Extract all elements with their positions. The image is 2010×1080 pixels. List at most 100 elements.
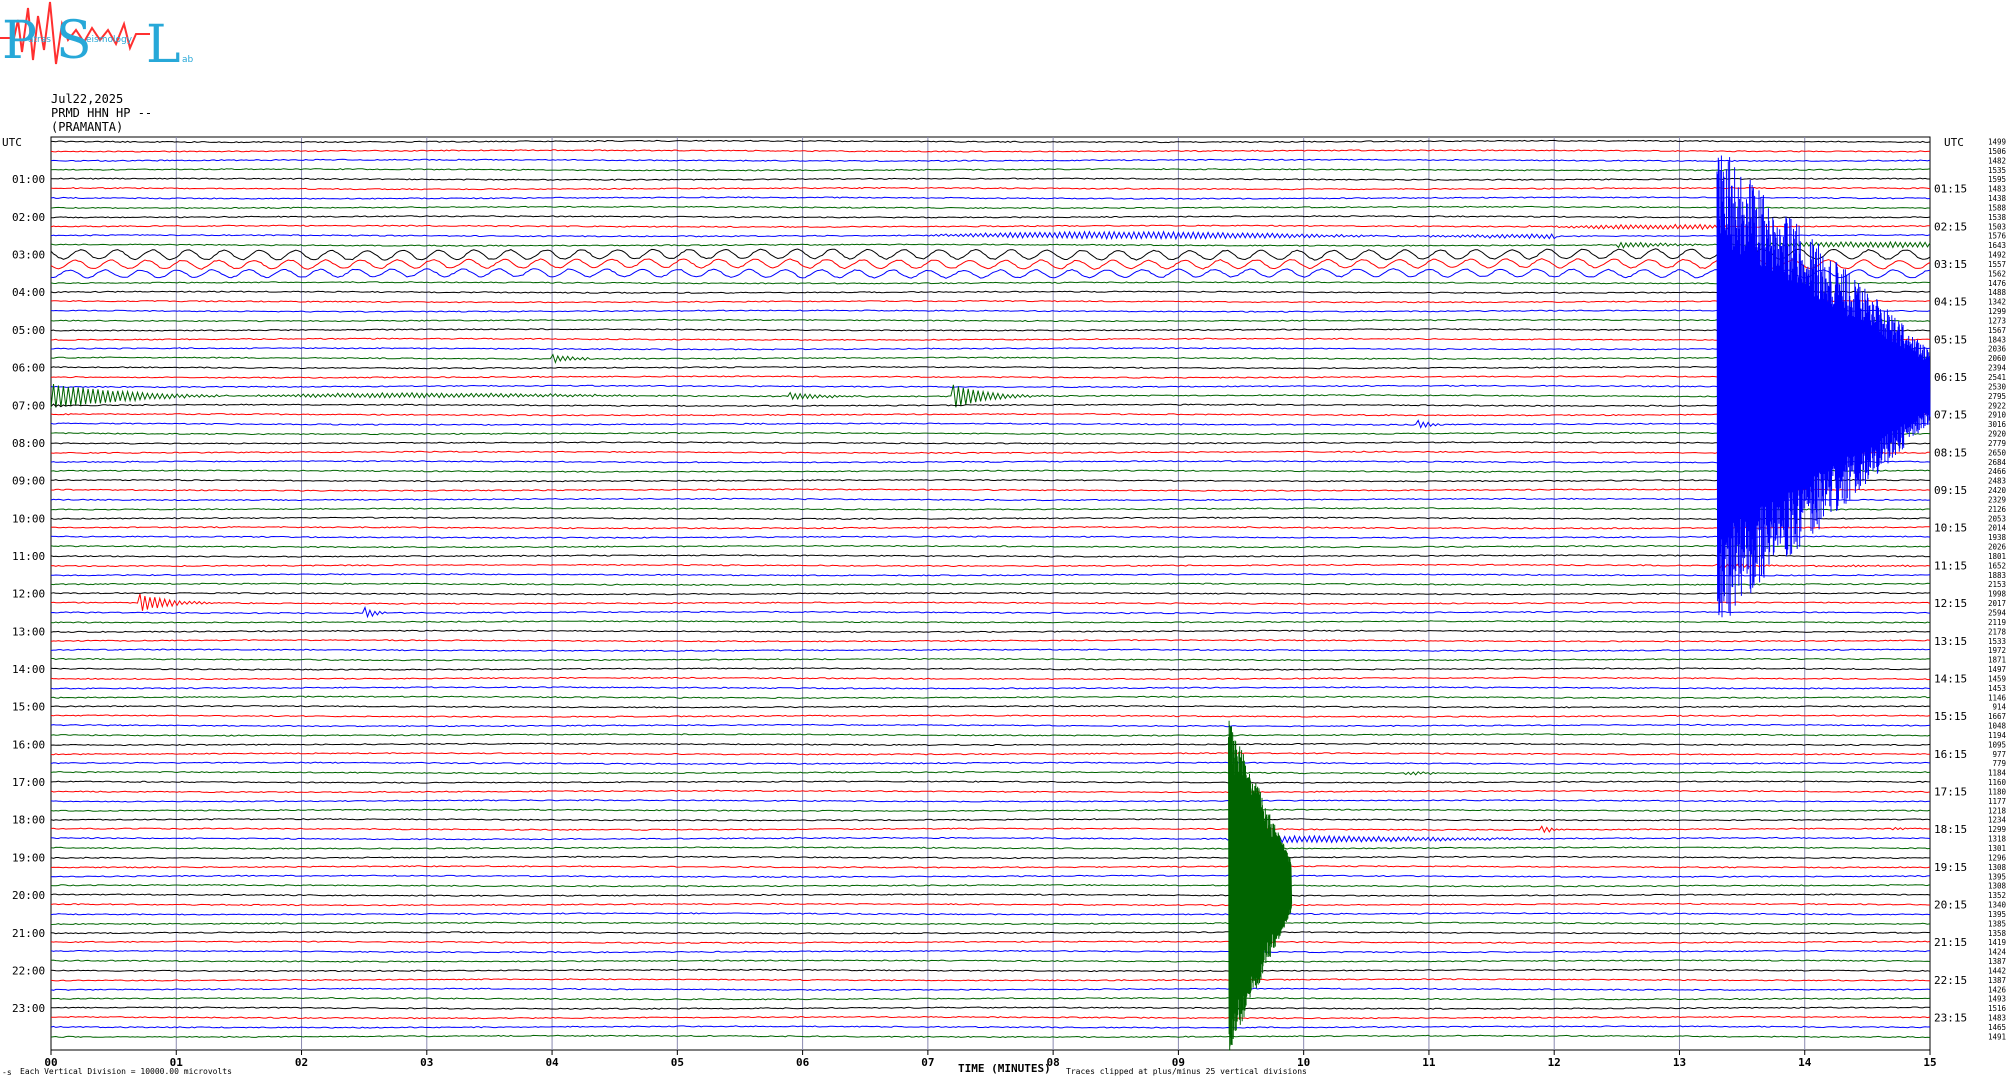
trace-layer <box>50 139 1931 1051</box>
trace-rms-label: 2420 <box>1988 486 2007 495</box>
trace-rms-label: 1998 <box>1988 590 2007 599</box>
trace-line <box>50 818 1931 822</box>
trace-line <box>50 535 1931 539</box>
trace-line <box>50 290 1931 294</box>
right-hour-label: 09:15 <box>1934 484 1967 497</box>
x-tick-label: 15 <box>1923 1056 1936 1069</box>
trace-line <box>50 328 1931 332</box>
logo-letter-p: P <box>2 11 37 70</box>
trace-rms-label: 1342 <box>1988 298 2006 307</box>
trace-rms-label: 1299 <box>1988 307 2006 316</box>
left-hour-label: 03:00 <box>12 249 45 262</box>
trace-line <box>50 450 1930 455</box>
trace-rms-label: 1184 <box>1988 769 2007 778</box>
trace-line <box>50 460 1931 464</box>
label-layer: 00 01 02 03 04 05 06 07 08 09 10 11 12 13 14 15 UTC UTC 01… <box>2 136 2006 1069</box>
corner-mark: -s <box>2 1068 12 1077</box>
trace-rms-label: 1499 <box>1988 138 2006 147</box>
left-axis-label: UTC <box>2 136 22 149</box>
trace-rms-label: 1506 <box>1988 147 2007 156</box>
x-tick-label: 12 <box>1548 1056 1561 1069</box>
trace-rms-label: 1533 <box>1988 637 2006 646</box>
trace-line <box>50 365 1931 370</box>
left-hour-label: 01:00 <box>12 173 45 186</box>
trace-rms-label: 1426 <box>1988 985 2007 994</box>
trace-rms-label: 2053 <box>1988 514 2006 523</box>
x-tick-label: 13 <box>1673 1056 1686 1069</box>
right-hour-label: 20:15 <box>1934 899 1967 912</box>
left-hour-label: 02:00 <box>12 211 45 224</box>
trace-rms-label: 2060 <box>1988 354 2007 363</box>
trace-rms-label: 3016 <box>1988 420 2007 429</box>
left-hour-label: 10:00 <box>12 512 45 525</box>
trace-rms-label: 2394 <box>1988 364 2007 373</box>
trace-rms-label: 1358 <box>1988 929 2007 938</box>
trace-line <box>50 258 1931 270</box>
trace-line <box>50 714 1931 718</box>
scale-note: Each Vertical Division = 10000.00 microv… <box>20 1067 232 1076</box>
trace-rms-label: 1296 <box>1988 853 2007 862</box>
left-hour-label: 23:00 <box>12 1002 45 1015</box>
left-hour-label: 11:00 <box>12 550 45 563</box>
right-hour-label: 10:15 <box>1934 522 1967 535</box>
clip-note: Traces clipped at plus/minus 25 vertical… <box>1066 1067 1307 1076</box>
trace-rms-label: 1438 <box>1988 194 2007 203</box>
left-hour-label: 06:00 <box>12 362 45 375</box>
trace-rms-label: 2126 <box>1988 505 2007 514</box>
station-label: PRMD HHN HP -- <box>51 106 153 120</box>
right-hour-label: 05:15 <box>1934 333 1967 346</box>
trace-line <box>50 912 1931 916</box>
trace-rms-label: 1972 <box>1988 646 2006 655</box>
trace-rms-label: 1340 <box>1988 901 2007 910</box>
trace-rms-label: 2779 <box>1988 439 2006 448</box>
trace-rms-label: 1453 <box>1988 684 2006 693</box>
trace-rms-label: 2153 <box>1988 580 2006 589</box>
x-tick-label: 09 <box>1172 1056 1185 1069</box>
trace-line <box>50 676 1931 681</box>
psl-logo: P S L atras eismology ab <box>0 0 205 75</box>
logo-seismogram-line <box>0 1 150 65</box>
right-hour-label: 11:15 <box>1934 559 1967 572</box>
right-hour-label: 13:15 <box>1934 635 1967 648</box>
trace-line <box>50 770 1931 776</box>
trace-line <box>50 629 1931 633</box>
trace-rms-label: 1516 <box>1988 1004 2007 1013</box>
trace-line <box>50 248 1931 261</box>
trace-line <box>50 268 1931 279</box>
trace-line <box>50 591 1931 596</box>
trace-rms-label: 2119 <box>1988 618 2006 627</box>
x-tick-label: 01 <box>170 1056 184 1069</box>
trace-line <box>50 639 1931 643</box>
logo-small-text-3: ab <box>182 55 194 65</box>
trace-rms-label: 1387 <box>1988 957 2006 966</box>
left-hour-label: 20:00 <box>12 889 45 902</box>
trace-line <box>50 563 1931 569</box>
trace-rms-label: 1652 <box>1988 561 2006 570</box>
trace-line <box>50 667 1931 671</box>
left-hour-label: 14:00 <box>12 663 45 676</box>
left-hour-label: 15:00 <box>12 701 45 714</box>
trace-line <box>50 526 1931 530</box>
left-hour-label: 12:00 <box>12 588 45 601</box>
left-hour-label: 22:00 <box>12 964 45 977</box>
clipped-burst <box>1716 155 1931 618</box>
left-hour-label: 18:00 <box>12 814 45 827</box>
left-hour-label: 07:00 <box>12 399 45 412</box>
trace-rms-label: 1801 <box>1988 552 2006 561</box>
trace-rms-label: 2922 <box>1988 401 2006 410</box>
right-hour-label: 12:15 <box>1934 597 1967 610</box>
date-label: Jul22,2025 <box>51 92 124 106</box>
trace-line <box>50 353 1931 365</box>
trace-line <box>50 865 1931 869</box>
x-tick-label: 02 <box>295 1056 308 1069</box>
trace-rms-label: 2036 <box>1988 345 2007 354</box>
trace-line <box>50 337 1931 341</box>
trace-line <box>50 177 1930 181</box>
trace-line <box>50 488 1931 492</box>
trace-rms-label: 1476 <box>1988 279 2007 288</box>
trace-rms-label: 1871 <box>1988 656 2006 665</box>
trace-line <box>50 186 1931 191</box>
trace-line <box>50 240 1931 249</box>
trace-line <box>50 761 1931 765</box>
trace-line <box>50 921 1931 926</box>
